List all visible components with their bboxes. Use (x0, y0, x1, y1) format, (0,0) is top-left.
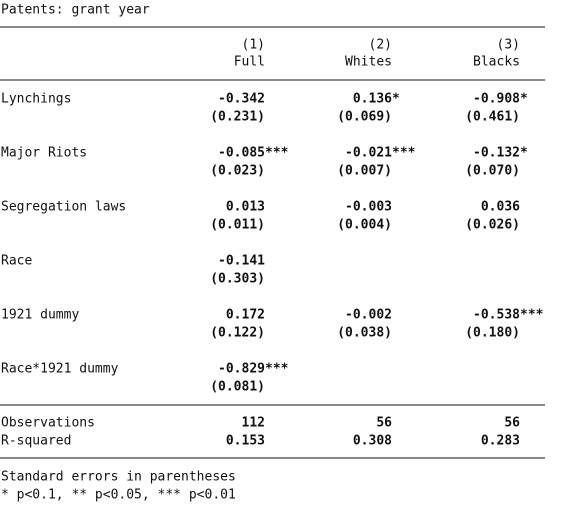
standard-error: (0.038) (337, 326, 392, 341)
coefficient: -0.908* (473, 92, 528, 107)
coefficient: -0.085*** (218, 146, 289, 161)
stat-value: 56 (376, 416, 392, 431)
stat-value: 0.283 (481, 434, 520, 449)
stat-label: Observations (1, 416, 95, 431)
standard-error: (0.303) (210, 272, 265, 287)
standard-error: (0.023) (210, 164, 265, 179)
column-number: (2) (369, 38, 392, 53)
coefficient: -0.829*** (218, 362, 289, 377)
coefficient: 0.013 (226, 200, 265, 215)
standard-error: (0.004) (337, 218, 392, 233)
column-number: (1) (242, 38, 265, 53)
standard-error: (0.069) (337, 110, 392, 125)
coefficient: -0.141 (218, 254, 265, 269)
coefficient: -0.003 (345, 200, 392, 215)
coefficient: 0.136* (353, 92, 400, 107)
coefficient: -0.002 (345, 308, 392, 323)
footnote: * p<0.1, ** p<0.05, *** p<0.01 (1, 488, 236, 503)
row-label: Segregation laws (1, 200, 126, 215)
coefficient: 0.036 (481, 200, 520, 215)
standard-error: (0.231) (210, 110, 265, 125)
coefficient: -0.132* (473, 146, 528, 161)
stat-value: 0.308 (353, 434, 392, 449)
coefficient: -0.342 (218, 92, 265, 107)
stat-value: 0.153 (226, 434, 265, 449)
coefficient: -0.021*** (345, 146, 416, 161)
table-title: Patents: grant year (1, 3, 150, 18)
standard-error: (0.007) (337, 164, 392, 179)
standard-error: (0.026) (465, 218, 520, 233)
coefficient: 0.172 (226, 308, 265, 323)
row-label: Lynchings (1, 92, 71, 107)
coefficient: -0.538*** (473, 308, 544, 323)
row-label: Major Riots (1, 146, 87, 161)
column-name: Full (234, 55, 265, 70)
standard-error: (0.461) (465, 110, 520, 125)
standard-error: (0.081) (210, 380, 265, 395)
row-label: Race (1, 254, 32, 269)
stat-value: 112 (242, 416, 265, 431)
standard-error: (0.180) (465, 326, 520, 341)
stat-label: R-squared (1, 434, 71, 449)
row-label: 1921 dummy (1, 308, 79, 323)
column-name: Blacks (473, 55, 520, 70)
stat-value: 56 (504, 416, 520, 431)
column-name: Whites (345, 55, 392, 70)
column-number: (3) (497, 38, 520, 53)
standard-error: (0.070) (465, 164, 520, 179)
row-label: Race*1921 dummy (1, 362, 119, 377)
footnote: Standard errors in parentheses (1, 470, 236, 485)
standard-error: (0.011) (210, 218, 265, 233)
standard-error: (0.122) (210, 326, 265, 341)
